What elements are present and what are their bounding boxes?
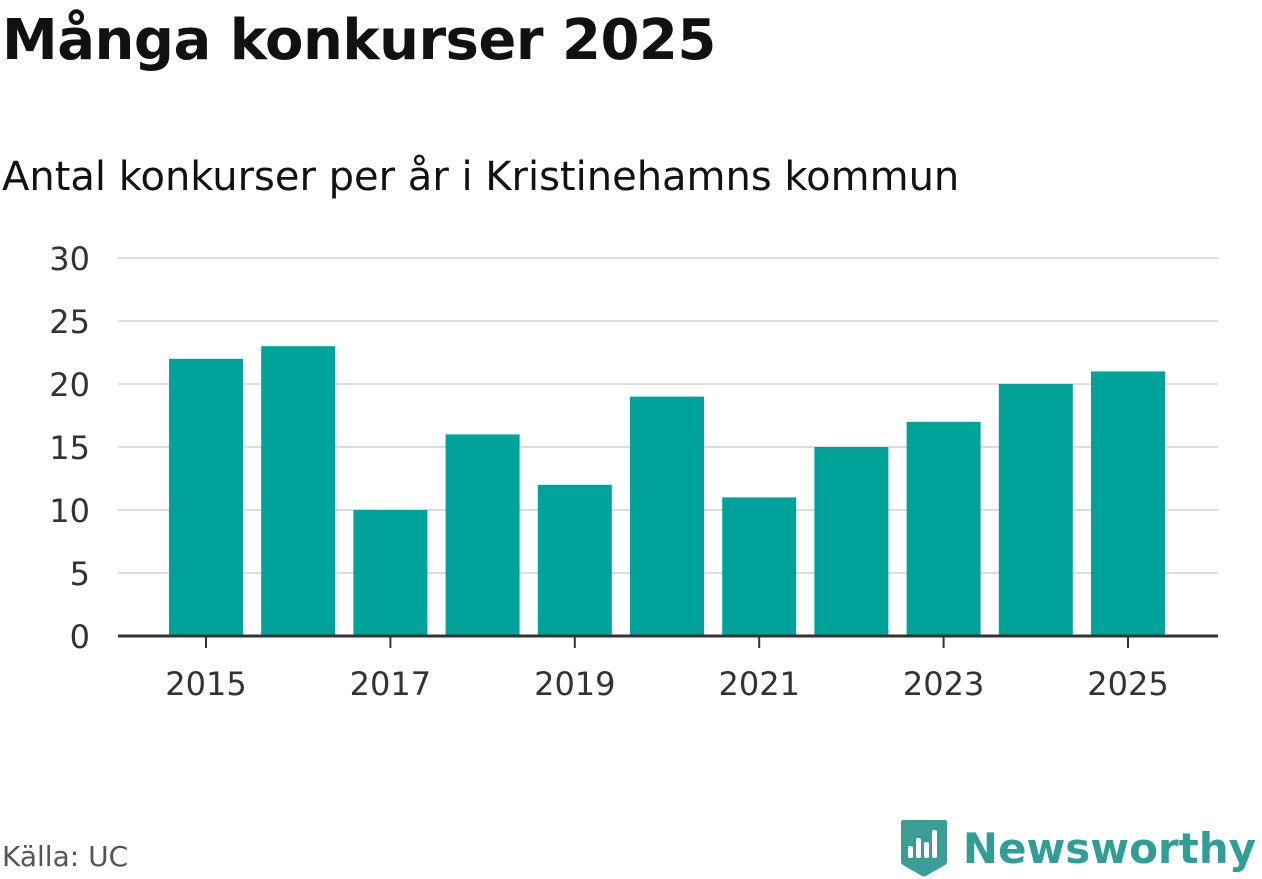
y-axis-tick-labels: 0 5 10 15 20 25 30 bbox=[49, 240, 90, 656]
chart-subtitle: Antal konkurser per år i Kristinehamns k… bbox=[2, 154, 960, 200]
bars bbox=[169, 346, 1165, 636]
bar-2016 bbox=[261, 346, 336, 636]
brand-logo: Newsworthy bbox=[899, 818, 1256, 878]
y-tick-label-10: 10 bbox=[49, 492, 90, 530]
y-tick-label-25: 25 bbox=[49, 303, 90, 341]
bar-2022 bbox=[814, 447, 889, 636]
source-note: Källa: UC bbox=[2, 840, 129, 873]
x-tick-label-2023: 2023 bbox=[903, 665, 984, 703]
y-tick-label-30: 30 bbox=[49, 240, 90, 278]
y-tick-label-5: 5 bbox=[70, 555, 90, 593]
bar-2018 bbox=[445, 434, 520, 636]
bar-2021 bbox=[722, 497, 797, 636]
x-axis bbox=[118, 634, 1218, 648]
bar-2019 bbox=[537, 484, 612, 636]
x-tick-label-2019: 2019 bbox=[534, 665, 615, 703]
x-axis-tick-labels: 2015 2017 2019 2021 2023 2025 bbox=[165, 665, 1168, 703]
x-tick-label-2025: 2025 bbox=[1087, 665, 1168, 703]
bar-2017 bbox=[353, 510, 428, 636]
chart-title: Många konkurser 2025 bbox=[2, 8, 716, 73]
bar-2023 bbox=[906, 421, 981, 636]
x-tick-label-2021: 2021 bbox=[718, 665, 799, 703]
bar-2025 bbox=[1091, 371, 1165, 636]
x-tick-label-2015: 2015 bbox=[165, 665, 246, 703]
y-tick-label-15: 15 bbox=[49, 429, 90, 467]
y-tick-label-20: 20 bbox=[49, 366, 90, 404]
bar-2015 bbox=[169, 358, 243, 636]
bar-chart-bookmark-icon bbox=[900, 820, 947, 877]
x-tick-label-2017: 2017 bbox=[350, 665, 431, 703]
brand-name: Newsworthy bbox=[962, 823, 1256, 873]
bar-2024 bbox=[998, 384, 1073, 636]
y-tick-label-0: 0 bbox=[70, 618, 90, 656]
bar-2020 bbox=[630, 396, 704, 636]
